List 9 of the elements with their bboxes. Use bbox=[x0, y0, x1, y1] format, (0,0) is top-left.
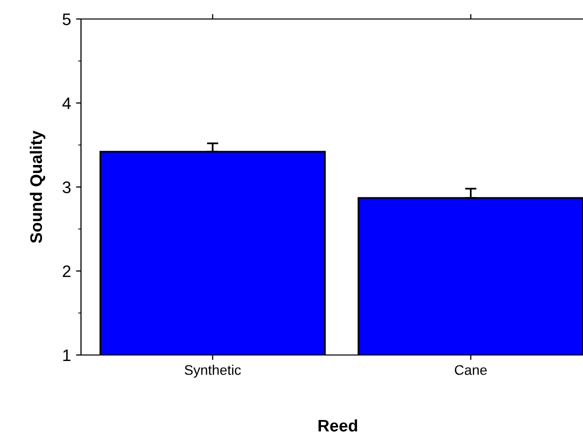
y-tick-label: 4 bbox=[62, 98, 71, 110]
x-tick-label: Cane bbox=[454, 365, 487, 375]
y-tick-label: 1 bbox=[63, 350, 70, 362]
y-axis-title: Sound Quality bbox=[30, 130, 46, 243]
y-tick-label: 2 bbox=[62, 265, 70, 278]
x-axis-title: Reed bbox=[318, 419, 358, 432]
x-tick-label: Synthetic bbox=[184, 364, 241, 378]
y-tick-label: 3 bbox=[62, 181, 71, 194]
y-tick-label: 5 bbox=[62, 14, 71, 26]
